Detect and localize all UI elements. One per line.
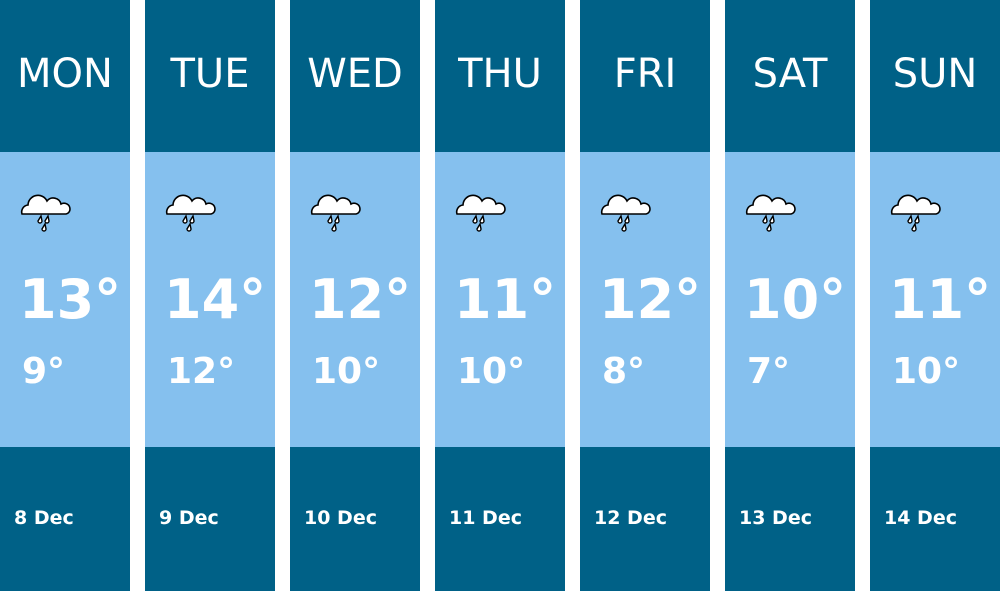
high-temp: 11°: [454, 268, 557, 331]
day-column: SAT 10° 7° 13 Dec: [725, 0, 855, 591]
day-name: MON: [17, 51, 113, 97]
rain-icon: [165, 194, 216, 232]
high-temp: 12°: [599, 268, 702, 331]
weather-icon: [159, 192, 219, 242]
low-temp: 10°: [892, 351, 961, 392]
low-temp: 8°: [602, 351, 646, 392]
weather-icon: [14, 192, 74, 242]
footer-band: [725, 447, 855, 591]
footer-band: [580, 447, 710, 591]
day-column: WED 12° 10° 10 Dec: [290, 0, 420, 591]
date-label: 12 Dec: [594, 507, 667, 529]
date-label: 8 Dec: [14, 507, 74, 529]
header-band: [725, 0, 855, 152]
temperature-band: [290, 152, 420, 447]
low-temp: 9°: [22, 351, 66, 392]
header-band: [435, 0, 565, 152]
low-temp: 10°: [457, 351, 526, 392]
day-name: FRI: [613, 51, 677, 97]
day-column: TUE 14° 12° 9 Dec: [145, 0, 275, 591]
header-band: [0, 0, 130, 152]
date-label: 11 Dec: [449, 507, 522, 529]
weather-icon: [739, 192, 799, 242]
day-column: MON 13° 9° 8 Dec: [0, 0, 130, 591]
weather-icon: [594, 192, 654, 242]
footer-band: [870, 447, 1000, 591]
header-band: [580, 0, 710, 152]
header-band: [870, 0, 1000, 152]
rain-icon: [310, 194, 361, 232]
day-column: THU 11° 10° 11 Dec: [435, 0, 565, 591]
date-label: 9 Dec: [159, 507, 219, 529]
header-band: [145, 0, 275, 152]
weather-icon: [449, 192, 509, 242]
header-band: [290, 0, 420, 152]
weather-icon: [304, 192, 364, 242]
temperature-band: [870, 152, 1000, 447]
day-column: FRI 12° 8° 12 Dec: [580, 0, 710, 591]
day-name: TUE: [170, 51, 250, 97]
temperature-band: [0, 152, 130, 447]
rain-icon: [455, 194, 506, 232]
weather-icon: [884, 192, 944, 242]
temperature-band: [725, 152, 855, 447]
day-name: WED: [307, 51, 403, 97]
date-label: 13 Dec: [739, 507, 812, 529]
temperature-band: [435, 152, 565, 447]
high-temp: 14°: [164, 268, 267, 331]
rain-icon: [20, 194, 71, 232]
temperature-band: [145, 152, 275, 447]
high-temp: 10°: [744, 268, 847, 331]
day-column: SUN 11° 10° 14 Dec: [870, 0, 1000, 591]
date-label: 10 Dec: [304, 507, 377, 529]
rain-icon: [745, 194, 796, 232]
day-name: SUN: [892, 51, 978, 97]
footer-band: [145, 447, 275, 591]
high-temp: 11°: [889, 268, 992, 331]
footer-band: [435, 447, 565, 591]
day-name: SAT: [752, 51, 828, 97]
low-temp: 10°: [312, 351, 381, 392]
low-temp: 12°: [167, 351, 236, 392]
day-name: THU: [458, 51, 542, 97]
footer-band: [290, 447, 420, 591]
high-temp: 12°: [309, 268, 412, 331]
temperature-band: [580, 152, 710, 447]
footer-band: [0, 447, 130, 591]
rain-icon: [890, 194, 941, 232]
date-label: 14 Dec: [884, 507, 957, 529]
rain-icon: [600, 194, 651, 232]
low-temp: 7°: [747, 351, 791, 392]
high-temp: 13°: [19, 268, 122, 331]
